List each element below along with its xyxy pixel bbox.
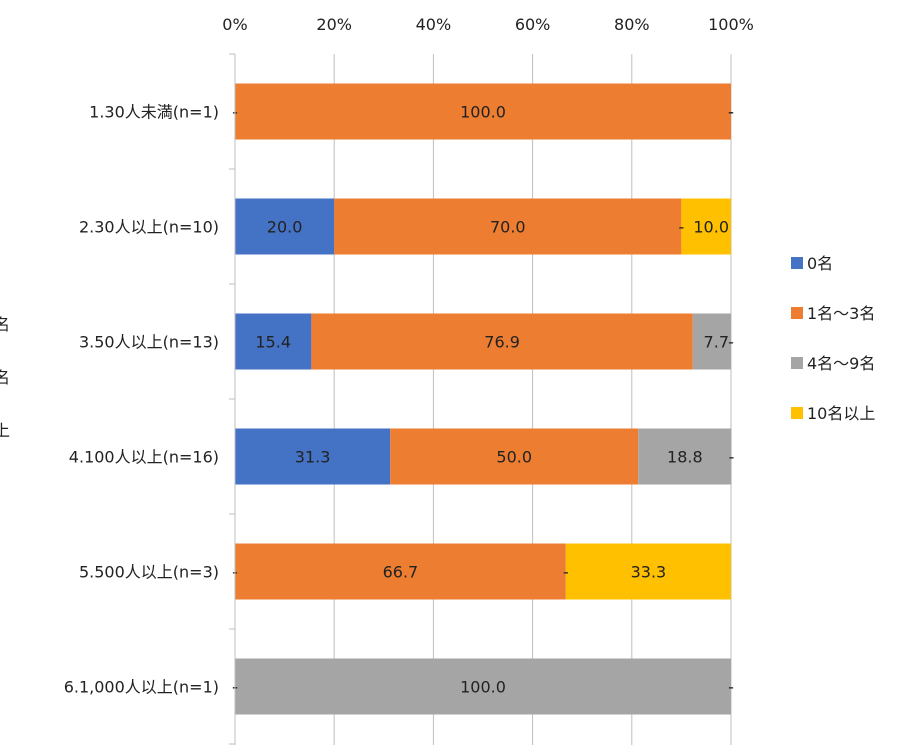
category-label: 5.500人以上(n=3) xyxy=(79,563,219,582)
data-label: 7.7 xyxy=(704,333,729,352)
legend-label: 1名～3名 xyxy=(807,304,875,323)
data-label: 66.7 xyxy=(383,563,419,582)
legend-label: 10名以上 xyxy=(807,404,875,423)
data-label: 100.0 xyxy=(460,103,506,122)
bars xyxy=(235,83,732,715)
bar-segment xyxy=(235,313,312,370)
bar-segment xyxy=(334,198,682,255)
data-label: 50.0 xyxy=(496,448,532,467)
bar-segment xyxy=(235,658,731,715)
data-label: 76.9 xyxy=(484,333,520,352)
legend-swatch xyxy=(791,307,803,319)
legend-label: 0名 xyxy=(807,254,833,273)
data-label: - xyxy=(728,333,734,352)
data-label: 18.8 xyxy=(667,448,703,467)
data-label: - xyxy=(679,218,685,237)
data-label: 31.3 xyxy=(295,448,331,467)
data-label: 70.0 xyxy=(490,218,526,237)
legend-swatch xyxy=(791,357,803,369)
bar-segment xyxy=(681,198,731,255)
value-labels: -100.0--20.070.0-10.015.476.97.7-31.350.… xyxy=(232,103,734,697)
data-label: - xyxy=(728,678,734,697)
category-label: 1.30人未満(n=1) xyxy=(89,103,219,122)
bar-segment xyxy=(390,428,639,485)
category-label: 3.50人以上(n=13) xyxy=(79,333,219,352)
axes: 0% 20% 40% 60% 80% 100% 1.30人未満(n=1) 2.30人以上(n=… xyxy=(64,15,754,745)
clipped-axis-title: 名名上 xyxy=(0,315,10,440)
bar-segment xyxy=(235,83,731,140)
category-label: 4.100人以上(n=16) xyxy=(69,448,219,467)
data-label: - xyxy=(563,563,569,582)
x-tick-label: 20% xyxy=(316,15,352,34)
legend-swatch xyxy=(791,257,803,269)
x-tick-label: 40% xyxy=(416,15,452,34)
bar-segment xyxy=(235,428,391,485)
bar-segment xyxy=(565,543,731,600)
bar-segment xyxy=(692,313,731,370)
legend-label: 4名～9名 xyxy=(807,354,875,373)
legend-swatch xyxy=(791,407,803,419)
data-label: - xyxy=(729,448,735,467)
bar-segment xyxy=(311,313,693,370)
data-label: 10.0 xyxy=(693,218,729,237)
data-label: - xyxy=(728,103,734,122)
gridlines xyxy=(234,54,732,745)
category-label: 6.1,000人以上(n=1) xyxy=(64,678,219,697)
data-label: 15.4 xyxy=(255,333,291,352)
clipped-axis-title-char: 名 xyxy=(0,368,10,387)
legend: 0名 1名～3名 4名～9名 10名以上 xyxy=(791,254,875,423)
data-label: 100.0 xyxy=(460,678,506,697)
x-tick-label: 0% xyxy=(222,15,247,34)
clipped-axis-title-char: 名 xyxy=(0,315,10,334)
bar-segment xyxy=(235,198,335,255)
x-tick-label: 80% xyxy=(614,15,650,34)
category-label: 2.30人以上(n=10) xyxy=(79,218,219,237)
x-tick-label: 100% xyxy=(708,15,754,34)
bar-segment xyxy=(638,428,732,485)
x-tick-label: 60% xyxy=(515,15,551,34)
bar-segment xyxy=(235,543,566,600)
data-label: 20.0 xyxy=(267,218,303,237)
data-label: 33.3 xyxy=(631,563,667,582)
data-label: - xyxy=(728,103,734,122)
clipped-axis-title-char: 上 xyxy=(0,421,10,440)
